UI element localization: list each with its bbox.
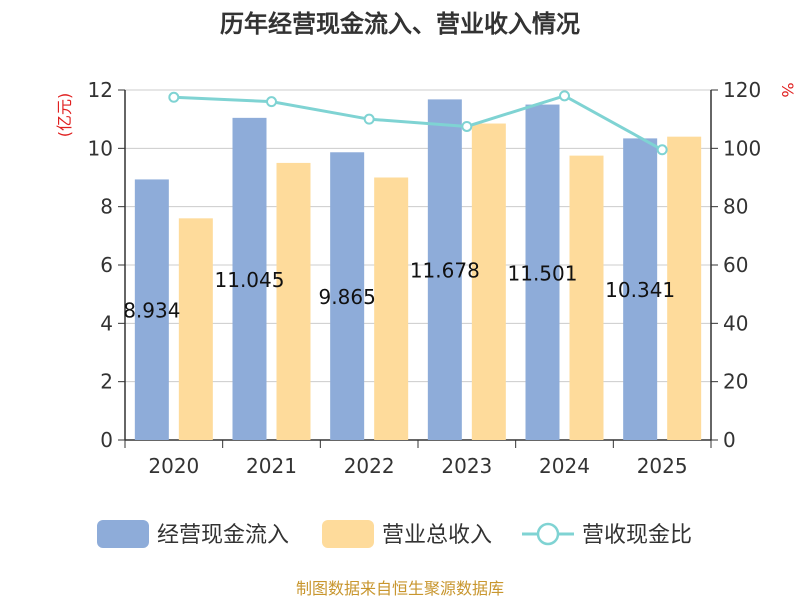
legend-swatch-total-revenue (322, 520, 374, 548)
bar-total-revenue (667, 136, 702, 440)
right-axis-tick-label: 20 (723, 370, 748, 394)
right-axis-unit: % (778, 82, 797, 97)
bar-cash-inflow (427, 99, 462, 441)
left-axis-unit: (亿元) (55, 93, 74, 138)
left-axis-tick-label: 10 (88, 136, 113, 160)
right-axis-tick-label: 40 (723, 311, 748, 335)
bar-value-label: 9.865 (319, 285, 376, 309)
data-labels: 8.934 11.045 9.865 11.678 11.501 10.341 (123, 259, 675, 323)
legend-swatch-cash-inflow (97, 520, 149, 548)
bar-total-revenue (471, 123, 506, 441)
ratio-line-series (168, 90, 668, 156)
ratio-point (363, 113, 375, 125)
ratio-point (266, 96, 277, 108)
bar-cash-inflow (623, 138, 658, 440)
left-axis-tick-label: 2 (100, 370, 113, 394)
x-axis-tick-label: 2025 (637, 454, 688, 478)
ratio-point (461, 120, 473, 132)
bar-value-label: 11.501 (508, 261, 578, 285)
bar-value-label: 11.678 (410, 259, 480, 283)
left-axis-tick-label: 12 (88, 78, 113, 102)
ratio-line (173, 94, 663, 152)
ratio-point (559, 90, 570, 102)
bar-value-label: 10.341 (605, 278, 675, 302)
right-axis-tick-label: 80 (723, 195, 748, 219)
right-axis-tick-label: 0 (723, 428, 736, 452)
grid-lines (125, 89, 711, 441)
ratio-point (168, 91, 180, 103)
source-footer: 制图数据来自恒生聚源数据库 (296, 579, 504, 598)
legend: 经营现金流入 营业总收入 营收现金比 (97, 520, 692, 548)
left-axis-tick-label: 6 (100, 253, 113, 277)
ratio-point (656, 144, 668, 156)
x-axis-tick-label: 2024 (539, 454, 590, 478)
bars (134, 99, 702, 441)
right-axis-tick-label: 100 (723, 136, 761, 160)
bar-value-label: 11.045 (215, 268, 285, 292)
bar-cash-inflow (134, 179, 169, 441)
bar-total-revenue (374, 177, 409, 440)
bar-cash-inflow (330, 152, 365, 441)
left-axis-tick-label: 0 (100, 428, 113, 452)
right-axis-tick-label: 60 (723, 253, 748, 277)
bar-cash-inflow (525, 104, 560, 440)
x-axis-tick-label: 2022 (344, 454, 395, 478)
legend-label-ratio: 营收现金比 (582, 523, 692, 548)
chart-title: 历年经营现金流入、营业收入情况 (220, 10, 580, 38)
legend-label-total-revenue: 营业总收入 (382, 523, 492, 548)
left-axis-tick-label: 8 (100, 195, 113, 219)
x-axis-tick-label: 2021 (246, 454, 297, 478)
bar-value-label: 8.934 (123, 299, 180, 323)
legend-marker-ratio (536, 522, 560, 546)
left-axis-tick-label: 4 (100, 311, 113, 335)
bar-total-revenue (178, 218, 213, 440)
bar-total-revenue (569, 155, 604, 440)
bar-total-revenue (276, 162, 311, 440)
bar-cash-inflow (232, 117, 267, 441)
x-axis-tick-label: 2020 (148, 454, 199, 478)
x-axis-tick-label: 2023 (441, 454, 492, 478)
right-axis-tick-label: 120 (723, 78, 761, 102)
legend-label-cash-inflow: 经营现金流入 (157, 523, 289, 548)
